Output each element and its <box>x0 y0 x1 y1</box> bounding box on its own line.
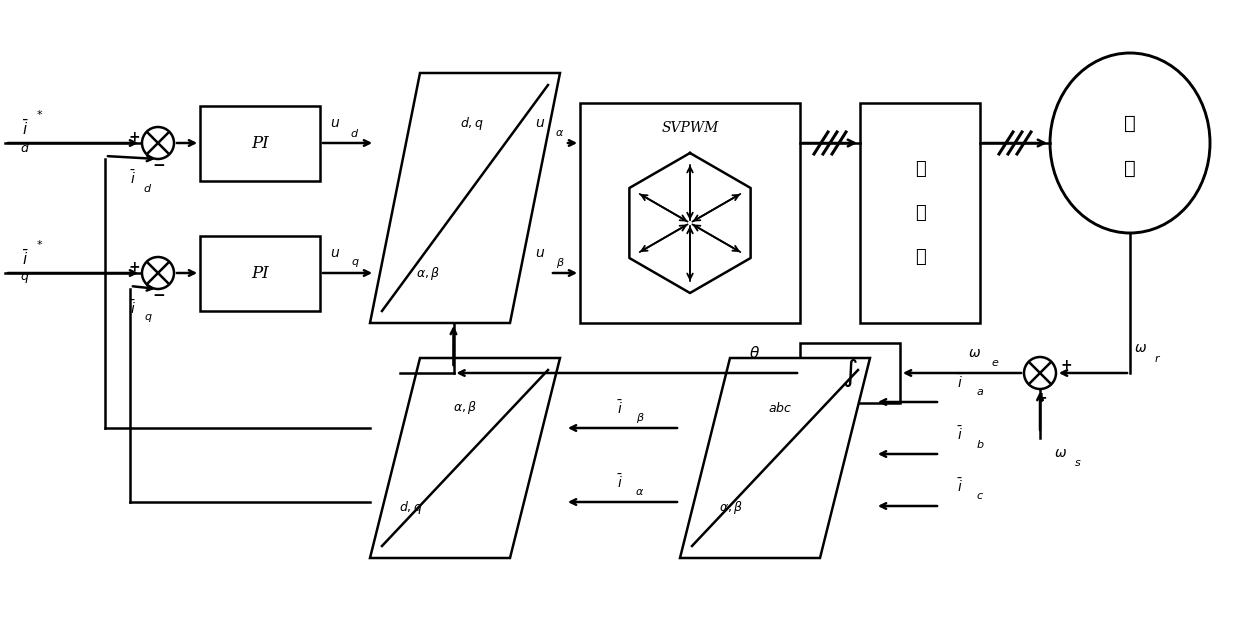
Text: $d,q$: $d,q$ <box>399 500 423 516</box>
Text: $\beta$: $\beta$ <box>636 411 645 425</box>
Text: $a$: $a$ <box>976 387 985 397</box>
Text: $u$: $u$ <box>330 246 340 260</box>
Text: $\alpha,\beta$: $\alpha,\beta$ <box>415 264 440 282</box>
Text: $\bar{i}$: $\bar{i}$ <box>22 118 29 138</box>
Text: $d$: $d$ <box>351 127 360 139</box>
Text: $\alpha$: $\alpha$ <box>556 128 564 138</box>
Text: $\alpha$: $\alpha$ <box>635 487 645 497</box>
Text: $\bar{i}$: $\bar{i}$ <box>130 299 136 317</box>
Bar <box>580 103 800 323</box>
Bar <box>200 105 320 181</box>
Bar <box>200 235 320 311</box>
Text: $\bar{i}$: $\bar{i}$ <box>22 248 29 267</box>
Text: $b$: $b$ <box>976 438 985 450</box>
Text: +: + <box>128 260 140 274</box>
Circle shape <box>143 127 174 159</box>
Text: $d$: $d$ <box>20 141 30 155</box>
Text: $\bar{i}$: $\bar{i}$ <box>957 425 963 443</box>
Text: +: + <box>1060 358 1071 372</box>
Text: $\omega$: $\omega$ <box>1054 446 1066 460</box>
Text: $\bar{i}$: $\bar{i}$ <box>618 399 622 417</box>
Text: PI: PI <box>252 134 269 152</box>
Text: 变: 变 <box>915 204 925 222</box>
Text: $\bar{i}$: $\bar{i}$ <box>957 477 963 495</box>
Text: −: − <box>153 287 165 302</box>
Text: $\alpha,\beta$: $\alpha,\beta$ <box>719 500 743 516</box>
Text: $\bar{i}$: $\bar{i}$ <box>130 169 136 187</box>
Text: $u$: $u$ <box>534 246 546 260</box>
Text: +: + <box>128 130 140 144</box>
Text: $c$: $c$ <box>976 491 985 501</box>
Text: $\bar{i}$: $\bar{i}$ <box>618 473 622 491</box>
Text: $\bar{i}$: $\bar{i}$ <box>957 373 963 391</box>
Polygon shape <box>370 358 560 558</box>
Text: $\beta$: $\beta$ <box>556 256 564 270</box>
Text: $s$: $s$ <box>1074 458 1081 468</box>
Text: $q$: $q$ <box>144 312 153 324</box>
Text: $\theta$: $\theta$ <box>749 345 760 361</box>
Text: $d,q$: $d,q$ <box>460 114 484 132</box>
Text: $q$: $q$ <box>351 257 360 269</box>
Text: SVPWM: SVPWM <box>661 121 719 135</box>
Text: 桥: 桥 <box>915 248 925 266</box>
Bar <box>800 343 900 403</box>
Text: $r$: $r$ <box>1154 352 1162 363</box>
Text: PI: PI <box>252 264 269 282</box>
Text: +: + <box>1035 391 1047 405</box>
Polygon shape <box>370 73 560 323</box>
Text: −: − <box>153 158 165 172</box>
Bar <box>861 103 980 323</box>
Text: $q$: $q$ <box>20 271 30 285</box>
Text: $\omega$: $\omega$ <box>1133 341 1147 355</box>
Text: $u$: $u$ <box>534 116 546 130</box>
Text: 逆: 逆 <box>915 160 925 178</box>
Text: $e$: $e$ <box>991 358 999 368</box>
Text: $\omega$: $\omega$ <box>968 346 982 360</box>
Text: 机: 机 <box>1125 159 1136 177</box>
Text: $d$: $d$ <box>144 182 153 194</box>
Circle shape <box>143 257 174 289</box>
Text: $\alpha,\beta$: $\alpha,\beta$ <box>453 399 477 417</box>
Text: $*$: $*$ <box>36 238 43 248</box>
Text: $u$: $u$ <box>330 116 340 130</box>
Text: $*$: $*$ <box>36 108 43 118</box>
Circle shape <box>1024 357 1056 389</box>
Text: $\int$: $\int$ <box>842 357 858 389</box>
Ellipse shape <box>1050 53 1210 233</box>
Polygon shape <box>680 358 870 558</box>
Text: $abc$: $abc$ <box>768 401 792 415</box>
Text: 电: 电 <box>1125 114 1136 132</box>
